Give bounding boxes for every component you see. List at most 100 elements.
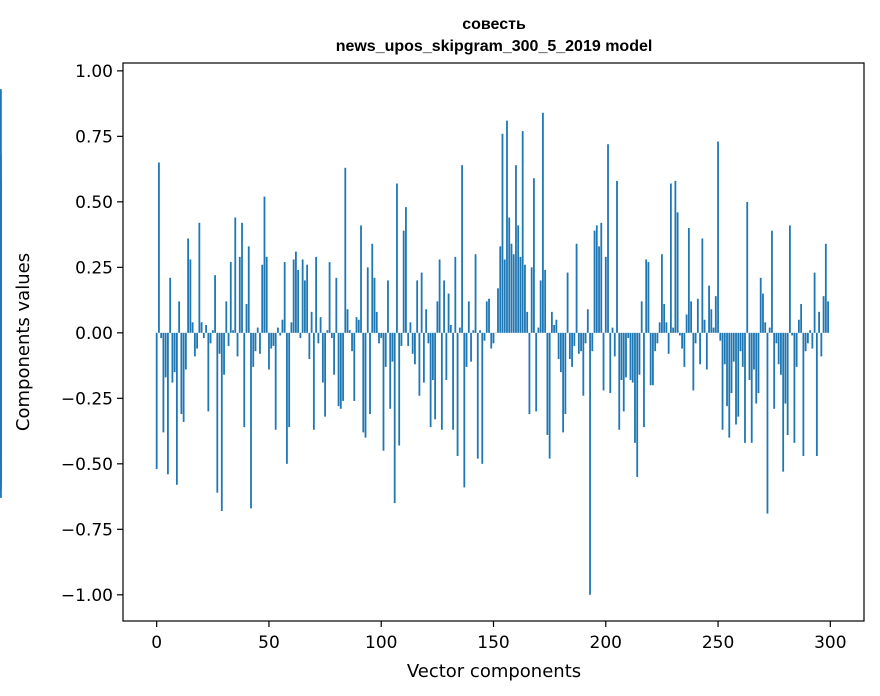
bar-299 [827,301,829,333]
bar-213 [634,332,636,443]
bar-296 [820,332,823,357]
bar-71 [315,256,318,333]
bar-88 [353,332,356,401]
bar-131 [449,324,452,333]
bar-144 [479,330,481,333]
bar-294 [815,332,818,456]
bar-250 [717,141,719,333]
bar-148 [488,298,490,333]
bar-28 [218,332,221,354]
bar-203 [611,327,614,333]
bar-undefined [0,332,2,404]
bar-109 [400,332,403,346]
bar-6 [169,277,172,333]
bar-126 [438,259,441,333]
bar-undefined [0,235,2,333]
bar-279 [782,332,785,472]
bar-56 [281,319,284,333]
bar-22 [205,324,207,333]
y-tick-label-5: −0.25 [61,389,113,409]
bar-143 [476,332,479,459]
bar-102 [384,332,387,367]
bar-287 [800,304,803,333]
x-tick-label-50: 50 [258,633,280,653]
bar-247 [710,309,713,333]
bar-7 [171,332,174,383]
bar-231 [674,180,677,333]
bar-117 [418,332,421,396]
bar-156 [506,120,508,333]
bar-235 [683,332,686,367]
bar-230 [672,327,675,333]
bar-263 [746,201,749,333]
bar-232 [676,212,679,333]
bar-211 [629,332,632,380]
bar-246 [708,285,710,333]
bar-264 [748,332,751,380]
bar-84 [344,167,347,333]
bar-195 [593,230,596,333]
bar-180 [559,332,562,373]
bar-236 [685,314,688,333]
bar-48 [263,196,266,333]
bar-298 [824,243,827,333]
bar-139 [467,301,470,333]
bar-249 [714,296,717,333]
bar-251 [719,332,722,341]
bar-44 [254,332,257,352]
bar-191 [584,332,587,344]
bar-289 [804,332,807,352]
bar-186 [573,332,576,346]
bar-233 [678,332,681,336]
bar-113 [409,322,412,333]
bar-25 [211,330,214,333]
bar-97 [373,277,376,333]
bar-187 [575,243,578,333]
bar-49 [265,256,268,333]
y-tick-label-3: 0.25 [75,258,113,278]
bar-267 [755,332,758,404]
bar-125 [436,301,439,333]
bar-212 [631,332,634,383]
y-tick-label-7: −0.75 [61,520,113,540]
bar-120 [425,309,428,333]
bar-112 [407,332,410,346]
y-axis-label: Components values [13,253,34,431]
x-tick-label-100: 100 [365,633,397,653]
bar-282 [789,225,791,333]
bar-179 [557,332,560,360]
bar-76 [326,330,329,333]
bar-66 [303,280,306,333]
bar-270 [762,293,764,333]
bar-206 [618,332,621,430]
bar-54 [277,327,279,333]
bar-50 [268,332,270,370]
bar-166 [528,332,531,415]
bar-8 [173,332,176,373]
bar-297 [822,296,825,333]
y-tick-label-1: 0.75 [75,127,113,147]
bar-78 [330,332,333,339]
bar-197 [598,246,600,333]
bar-167 [530,267,533,333]
bar-207 [620,332,623,380]
x-tick-label-200: 200 [590,633,622,653]
bar-234 [681,332,684,349]
bar-73 [319,317,322,333]
bar-52 [272,332,275,346]
bar-150 [492,332,495,344]
bar-10 [178,301,181,333]
bar-198 [600,222,603,333]
bar-104 [389,332,392,409]
bar-79 [333,332,335,375]
bar-9 [175,332,178,485]
bar-162 [519,256,522,333]
bar-43 [252,332,255,367]
bar-110 [402,230,405,333]
bar-281 [786,332,789,435]
bar-58 [286,332,288,464]
bar-127 [440,332,443,430]
x-tick-label-300: 300 [814,633,846,653]
bar-0 [155,332,158,470]
bar-101 [382,332,385,451]
